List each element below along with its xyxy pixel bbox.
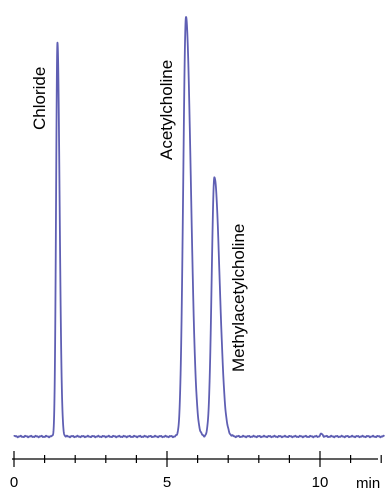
chromatogram-trace [13, 16, 386, 439]
x-axis-ticks: 0 5 10 [10, 451, 382, 491]
x-axis-unit-label: min [356, 475, 380, 492]
trace-layer [13, 16, 386, 439]
peak-label-acetylcholine: Acetylcholine [157, 60, 176, 160]
peak-labels: Chloride Acetylcholine Methylacetylcholine [30, 60, 248, 372]
x-tick-label: 0 [10, 474, 18, 491]
peak-label-methylacetylcholine: Methylacetylcholine [229, 224, 248, 372]
x-tick-label: 5 [163, 474, 171, 491]
peak-label-chloride: Chloride [30, 67, 49, 130]
x-tick-label: 10 [312, 474, 329, 491]
